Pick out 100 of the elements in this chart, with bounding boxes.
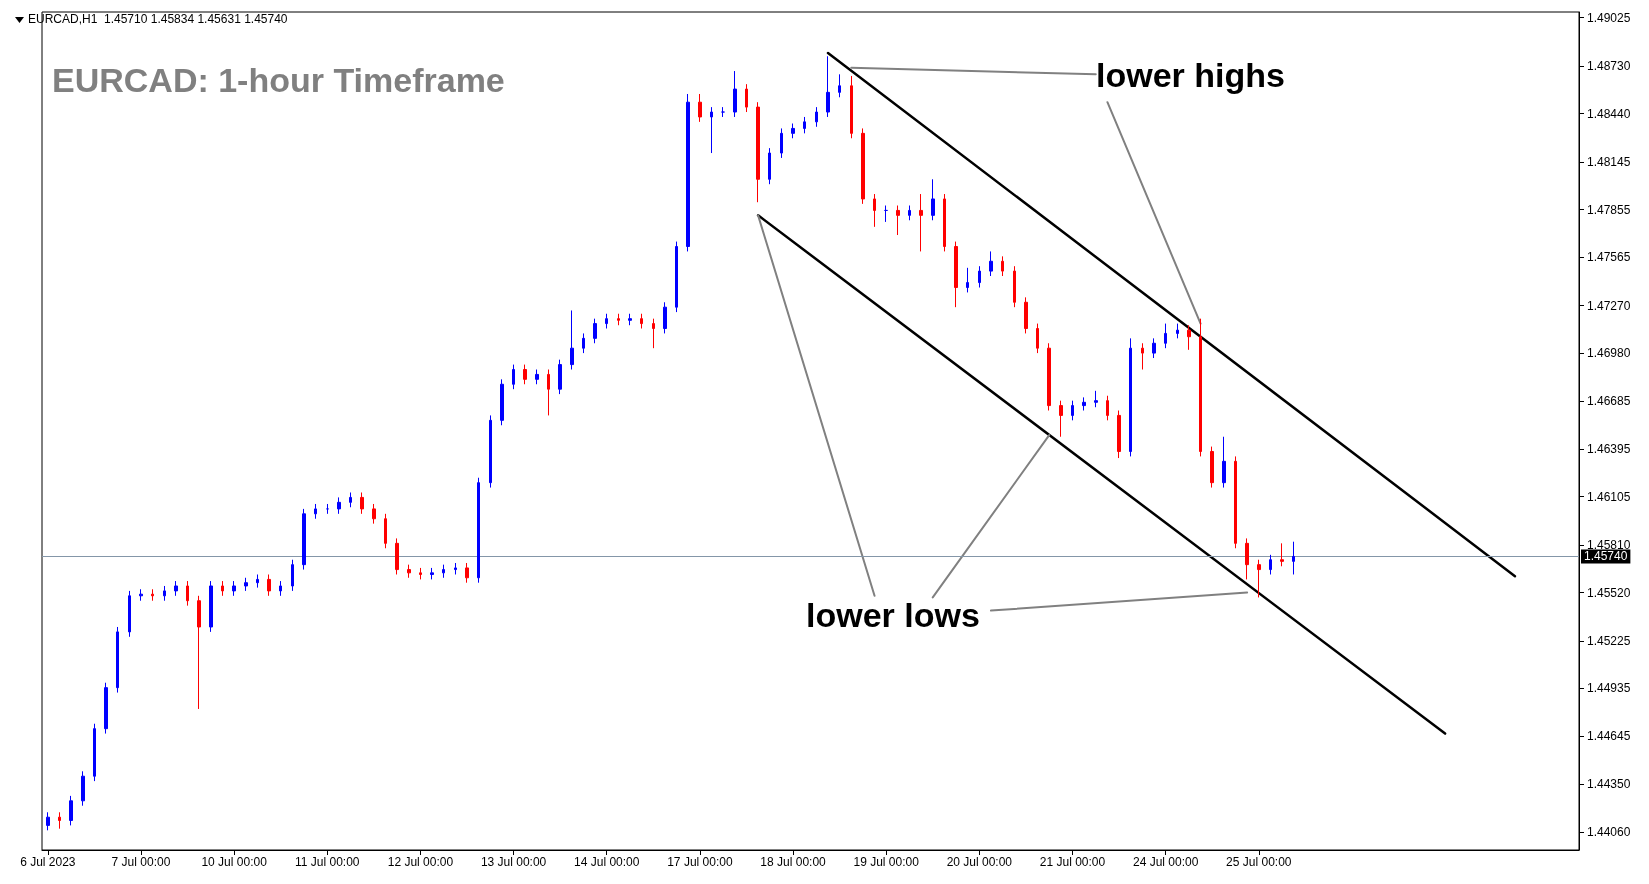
candlestick [1071,400,1074,421]
candlestick [395,537,399,575]
candlestick [570,309,574,370]
y-tick-label: 1.47270 [1587,298,1631,313]
candlestick [197,595,201,710]
y-tick-label: 1.46395 [1587,442,1631,457]
candlestick [605,313,608,329]
x-tick-label: 7 Jul 00:00 [111,855,171,869]
candlestick [209,580,213,633]
x-tick-label: 19 Jul 00:00 [853,855,920,869]
candlestick [360,492,364,515]
candlestick [1257,559,1261,598]
candlestick [978,265,981,289]
candlestick [1269,554,1272,575]
y-tick-label: 1.48440 [1587,106,1631,121]
candlestick [291,559,294,592]
candlestick [1059,400,1063,438]
y-tick-label: 1.47855 [1587,202,1631,217]
candlestick [919,193,923,252]
candlestick [232,580,236,597]
candlestick [698,93,702,123]
candlestick [174,580,178,597]
candlestick [1292,541,1295,575]
candlestick [628,313,632,326]
candlestick [535,369,539,385]
candlestick [989,250,993,277]
candlestick [1187,324,1191,351]
candlestick [1094,390,1098,408]
candlestick [104,682,108,735]
candlestick [756,101,760,203]
candlestick [593,318,597,344]
candlestick [943,193,946,252]
candlestick [186,580,189,607]
x-tick-label: 12 Jul 00:00 [387,855,454,869]
candlestick [780,127,783,159]
y-tick-label: 1.45810 [1587,537,1631,552]
candlestick [1141,342,1144,370]
candlestick [430,567,434,580]
candlestick [675,241,678,313]
candlestick [442,564,445,579]
candlestick [349,492,352,508]
y-tick-label: 1.44935 [1587,681,1631,696]
candlestick [302,508,306,571]
candlestick [815,106,818,128]
x-tick-label: 24 Jul 00:00 [1132,855,1199,869]
candlestick [489,414,492,489]
candlestick [1001,255,1004,277]
candlestick [1106,395,1109,421]
candlestick [803,116,806,134]
candlestick [512,364,515,390]
x-tick-label: 17 Jul 00:00 [667,855,733,869]
x-tick-label: 13 Jul 00:00 [480,855,547,869]
candlestick [1117,410,1121,459]
candlestick [1210,446,1214,489]
candlestick [908,205,911,221]
text: EURCAD: 1-hour Timeframe [52,61,505,99]
candlestick [1013,265,1016,308]
candlestick [465,562,469,584]
candlestick [710,106,713,154]
candlestick [69,795,73,826]
candlestick [1176,323,1179,339]
candlestick [1245,537,1249,580]
candlestick [500,378,504,426]
y-tick-label: 1.45225 [1587,633,1631,648]
x-tick-label: 6 Jul 2023 [20,855,76,869]
candlestick [58,811,61,830]
candlestick [46,811,50,831]
candlestick [733,70,737,118]
candlestick [954,241,958,308]
candlestick [477,477,480,584]
candlestick [640,313,643,329]
candlestick [314,503,317,520]
candlestick [547,369,550,416]
y-tick-label: 1.44350 [1587,777,1631,792]
y-tick-label: 1.46685 [1587,394,1631,409]
chart-subtitle: EURCAD,H1 1.45710 1.45834 1.45631 1.45740 [28,12,288,26]
candlestick [966,267,969,293]
candlestick [1129,337,1132,457]
candlestick [139,588,143,602]
x-tick-label: 11 Jul 00:00 [295,855,360,869]
x-tick-label: 10 Jul 00:00 [201,855,268,869]
candlestick [582,332,585,354]
candlestick [558,359,562,395]
x-tick-label: 18 Jul 00:00 [760,855,827,869]
candlestick [652,318,655,349]
candlestick [826,55,830,118]
x-tick-label: 14 Jul 00:00 [574,855,640,869]
candlestick [372,503,376,525]
candlestick [244,577,248,592]
candlestick [116,626,119,694]
x-tick-label: 25 Jul 00:00 [1226,855,1292,869]
annotation: lower highs [1096,56,1285,94]
candlestick [768,147,771,185]
candlestick [81,770,85,807]
candlestick [617,313,620,326]
candlestick [1164,323,1167,349]
candlestick [1036,323,1039,354]
candlestick [523,364,527,385]
annotation: lower lows [806,596,980,634]
y-tick-label: 1.46105 [1587,489,1631,504]
